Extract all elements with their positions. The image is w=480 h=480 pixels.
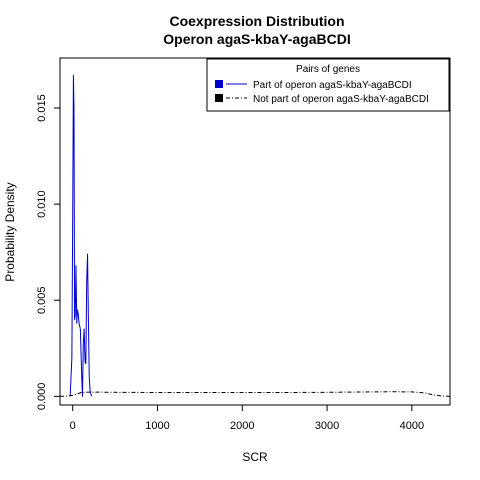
plot-area-frame xyxy=(59,57,451,406)
x-axis: 0 1000 2000 3000 4000 xyxy=(70,405,424,432)
y-tick-label: 0.000 xyxy=(36,383,48,411)
legend-label-operon: Part of operon agaS-kbaY-agaBCDI xyxy=(253,80,412,91)
x-tick-label: 4000 xyxy=(400,420,424,432)
x-axis-label: SCR xyxy=(242,450,268,464)
chart-subtitle: Operon agaS-kbaY-agaBCDI xyxy=(163,31,351,47)
chart-title: Coexpression Distribution xyxy=(169,13,344,29)
y-axis-label: Probability Density xyxy=(3,182,17,281)
legend-title: Pairs of genes xyxy=(296,64,360,75)
y-axis: 0.000 0.005 0.010 0.015 xyxy=(36,94,60,410)
legend-swatch-operon xyxy=(215,80,223,88)
x-tick-label: 2000 xyxy=(230,420,254,432)
legend-box xyxy=(206,58,450,112)
x-tick-label: 0 xyxy=(70,420,76,432)
legend: Pairs of genes Part of operon agaS-kbaY-… xyxy=(206,58,450,112)
x-tick-label: 3000 xyxy=(315,420,339,432)
y-tick-label: 0.005 xyxy=(36,286,48,314)
series-line-operon xyxy=(69,74,93,397)
y-tick-label: 0.015 xyxy=(36,94,48,122)
y-tick-label: 0.010 xyxy=(36,190,48,218)
legend-swatch-non-operon xyxy=(215,94,223,102)
legend-label-non-operon: Not part of operon agaS-kbaY-agaBCDI xyxy=(253,94,429,105)
series-layer xyxy=(59,74,451,397)
x-tick-label: 1000 xyxy=(145,420,169,432)
series-line-non-operon xyxy=(59,391,451,397)
